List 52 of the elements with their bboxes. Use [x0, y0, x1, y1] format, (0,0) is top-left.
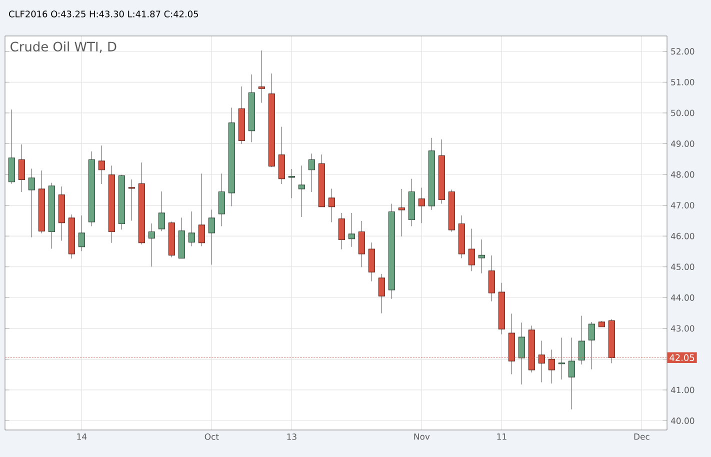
candlestick — [328, 188, 336, 223]
candlestick — [368, 242, 376, 282]
candlestick — [218, 173, 226, 227]
chart-title: Crude Oil WTI, D — [10, 41, 116, 53]
candlestick — [398, 188, 406, 237]
candlestick — [18, 144, 26, 192]
y-tick-label: 41.00 — [670, 386, 694, 394]
candlestick — [518, 322, 526, 385]
candlestick — [288, 168, 296, 199]
x-tick-label: Dec — [634, 434, 650, 440]
candlestick — [588, 322, 596, 370]
y-tick-label: 44.00 — [670, 294, 694, 301]
candlestick — [28, 168, 36, 238]
candlestick — [358, 220, 366, 268]
y-tick-label: 52.00 — [671, 48, 694, 55]
candlestick — [298, 165, 306, 218]
x-tick-label: Oct — [204, 434, 219, 440]
candlestick — [98, 145, 106, 184]
candlestick — [478, 239, 486, 274]
y-tick-label: 50.00 — [671, 110, 694, 116]
y-tick-label: 49.00 — [670, 140, 694, 147]
x-tick-label: Nov — [414, 434, 430, 440]
y-tick-label: 40.00 — [670, 418, 694, 424]
text: CLF2016 O:43.25 H:43.30 L:41.87 C:42.05 — [9, 10, 198, 18]
candlestick — [148, 223, 156, 267]
candlestick — [78, 215, 86, 252]
x-tick-label: 13 — [287, 434, 296, 440]
y-tick-label: 43.00 — [670, 325, 694, 332]
candlestick — [348, 212, 356, 248]
candlestick — [418, 187, 426, 224]
y-tick-label: 45.00 — [670, 264, 694, 270]
candlestick — [338, 212, 346, 250]
candlestick — [378, 274, 386, 314]
candlestick — [208, 209, 216, 266]
y-tick-label: 46.00 — [670, 232, 694, 240]
candlestick — [568, 337, 576, 410]
x-tick-label: 14 — [77, 434, 87, 440]
candlestick — [308, 153, 316, 192]
x-tick-label: 11 — [497, 434, 506, 440]
ref-line-label: 42.05 — [670, 354, 694, 362]
candlestick — [488, 255, 496, 302]
candlestick — [188, 211, 196, 247]
candlestick — [468, 228, 476, 272]
y-tick-label: 51.00 — [671, 78, 694, 86]
candlestick — [578, 315, 586, 365]
candlestick — [198, 173, 206, 247]
candlestick — [128, 179, 136, 222]
y-tick-label: 47.00 — [670, 202, 694, 208]
candlestick — [158, 191, 166, 232]
candlestick — [558, 337, 566, 380]
candlestick — [258, 50, 266, 104]
y-tick-label: 48.00 — [670, 171, 694, 178]
